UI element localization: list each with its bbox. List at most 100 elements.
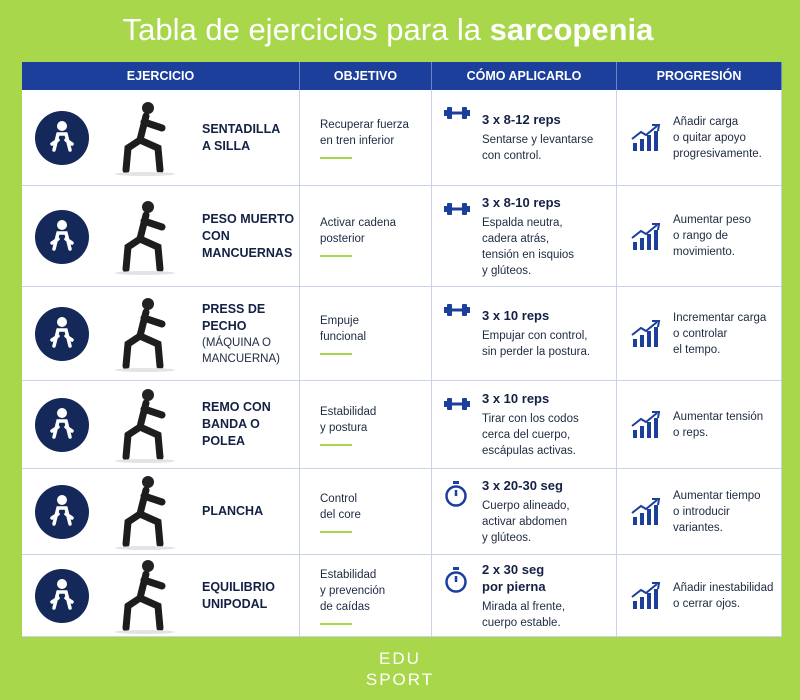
objective-line: Empuje bbox=[320, 314, 359, 327]
dose: 3 x 10 reps bbox=[482, 307, 616, 324]
dose: 3 x 8-10 reps bbox=[482, 194, 616, 211]
dose: 3 x 10 reps bbox=[482, 390, 616, 407]
exercise-cell: PLANCHA bbox=[22, 469, 300, 555]
objective-cell: Activar cadena posterior bbox=[300, 186, 432, 287]
exercise-cell: REMO CON BANDA O POLEA bbox=[22, 381, 300, 469]
exercise-icon bbox=[34, 209, 90, 270]
growth-icon bbox=[631, 124, 661, 157]
exercise-name: PECHO bbox=[202, 318, 247, 333]
method-cell: 3 x 8-12 reps Sentarse y levantarse con co… bbox=[432, 90, 617, 186]
exercise-note: (MÁQUINA O bbox=[202, 336, 272, 349]
accent-underline bbox=[320, 352, 352, 355]
progression-line: o reps. bbox=[673, 426, 709, 439]
progression-line: el tempo. bbox=[673, 343, 721, 356]
objective-line: en tren inferior bbox=[320, 134, 395, 147]
exercise-photo bbox=[100, 98, 190, 183]
method-line: con control. bbox=[482, 150, 542, 162]
progression-line: o controlar bbox=[673, 327, 728, 340]
exercise-name: PESO MUERTO bbox=[202, 211, 295, 226]
objective-cell: Recuperar fuerza en tren inferior bbox=[300, 90, 432, 186]
method-line: y glúteos. bbox=[482, 264, 532, 277]
exercise-photo bbox=[100, 472, 190, 557]
dose-line: por pierna bbox=[482, 578, 546, 594]
method-line: cadera atrás, bbox=[482, 232, 550, 245]
method-line: sin perder la postura. bbox=[482, 346, 591, 358]
progression-line: movimiento. bbox=[673, 246, 735, 258]
exercise-photo bbox=[100, 385, 190, 470]
progression-line: Aumentar tiempo bbox=[673, 489, 761, 502]
exercise-photo bbox=[100, 197, 190, 282]
column-header: CÓMO APLICARLO bbox=[432, 62, 617, 90]
progression-line: o introducir bbox=[673, 505, 730, 518]
method-line: escápulas activas. bbox=[482, 445, 576, 457]
method-cell: 3 x 8-10 reps Espalda neutra, cadera atrás… bbox=[432, 186, 617, 287]
exercise-table: EJERCICIO OBJETIVO CÓMO APLICARLO PROGRESIÓ… bbox=[22, 62, 782, 637]
growth-icon bbox=[631, 582, 661, 615]
dose-line: 3 x 20-30 seg bbox=[482, 478, 563, 493]
exercise-name: A SILLA bbox=[202, 138, 251, 153]
objective-cell: Estabilidad y postura bbox=[300, 381, 432, 469]
progression-line: o cerrar ojos. bbox=[673, 597, 741, 610]
objective-line: Activar cadena bbox=[320, 217, 397, 229]
progression-line: o rango de bbox=[673, 230, 728, 242]
dose-line: 3 x 10 reps bbox=[482, 391, 550, 406]
progression-line: Aumentar tensión bbox=[673, 410, 764, 423]
method-line: Espalda neutra, bbox=[482, 216, 563, 229]
exercise-icon bbox=[34, 568, 90, 629]
title-emphasis: sarcopenia bbox=[489, 12, 654, 47]
column-header: OBJETIVO bbox=[300, 62, 432, 90]
column-header: PROGRESIÓN bbox=[617, 62, 782, 90]
method-line: Cuerpo alineado, bbox=[482, 500, 570, 512]
accent-underline bbox=[320, 443, 352, 446]
exercise-name: UNIPODAL bbox=[202, 596, 268, 611]
objective-line: y postura bbox=[320, 421, 368, 434]
exercise-cell: EQUILIBRIO UNIPODAL bbox=[22, 555, 300, 637]
objective-line: y prevención bbox=[320, 584, 386, 597]
growth-icon bbox=[631, 411, 661, 444]
progression-line: Incrementar carga bbox=[673, 311, 767, 324]
objective-cell: Empuje funcional bbox=[300, 287, 432, 381]
dose: 2 x 30 seg por pierna bbox=[482, 561, 616, 595]
progression-line: Añadir inestabilidad bbox=[673, 581, 774, 594]
accent-underline bbox=[320, 255, 352, 257]
progression-line: Aumentar peso bbox=[673, 214, 751, 226]
exercise-icon bbox=[34, 110, 90, 171]
objective-cell: Control del core bbox=[300, 469, 432, 555]
exercise-name: PLANCHA bbox=[202, 504, 264, 518]
exercise-name: EQUILIBRIO bbox=[202, 579, 275, 594]
method-cell: 3 x 20-30 seg Cuerpo alineado, activar abd… bbox=[432, 469, 617, 555]
progression-line: variantes. bbox=[673, 521, 723, 534]
objective-cell: Estabilidad y prevención de caídas bbox=[300, 555, 432, 637]
progression-line: progresivamente. bbox=[673, 147, 762, 160]
column-header: EJERCICIO bbox=[22, 62, 300, 90]
timer-icon bbox=[444, 567, 468, 598]
growth-icon bbox=[631, 498, 661, 531]
method-cell: 3 x 10 reps Empujar con control, sin perde… bbox=[432, 287, 617, 381]
exercise-icon bbox=[34, 397, 90, 458]
progression-line: o quitar apoyo bbox=[673, 131, 746, 144]
growth-icon bbox=[631, 222, 661, 256]
objective-line: posterior bbox=[320, 233, 365, 245]
progression-cell: Añadir carga o quitar apoyo progresivament… bbox=[617, 90, 782, 186]
method-line: cerca del cuerpo, bbox=[482, 429, 571, 441]
exercise-icon bbox=[34, 306, 90, 367]
exercise-name: CON bbox=[202, 228, 230, 243]
objective-line: Control bbox=[320, 492, 358, 505]
footer-word: SPORT bbox=[365, 670, 435, 689]
method-line: y glúteos. bbox=[482, 532, 532, 544]
growth-icon bbox=[631, 320, 661, 353]
method-line: activar abdomen bbox=[482, 516, 568, 528]
title-text: Tabla de ejercicios para la bbox=[122, 12, 490, 47]
objective-line: de caídas bbox=[320, 600, 370, 613]
objective-line: Estabilidad bbox=[320, 405, 377, 418]
exercise-icon bbox=[34, 484, 90, 545]
method-line: Sentarse y levantarse bbox=[482, 134, 594, 146]
exercise-name: MANCUERNAS bbox=[202, 245, 293, 260]
dose-line: 2 x 30 seg bbox=[482, 561, 545, 577]
method-line: Mirada al frente, bbox=[482, 600, 566, 613]
progression-cell: Aumentar peso o rango de movimiento. bbox=[617, 186, 782, 287]
method-cell: 3 x 10 reps Tirar con los codos cerca del … bbox=[432, 381, 617, 469]
exercise-name: SENTADILLA bbox=[202, 121, 281, 136]
progression-cell: Añadir inestabilidad o cerrar ojos. bbox=[617, 555, 782, 637]
